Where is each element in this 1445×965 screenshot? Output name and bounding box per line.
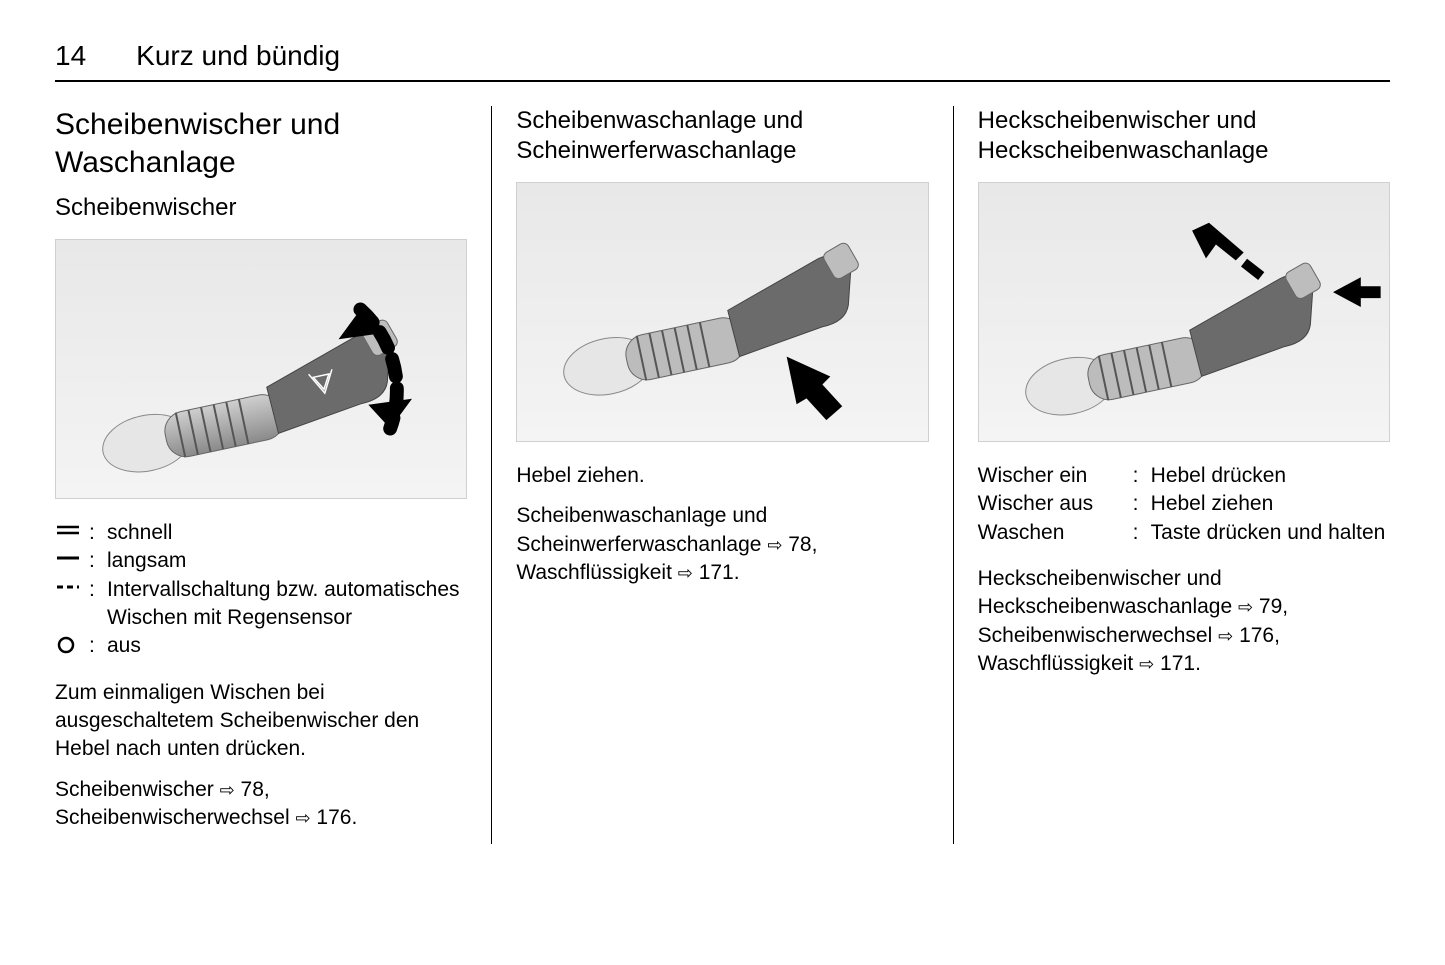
ref-arrow-icon: ⇨ xyxy=(295,806,310,830)
def-desc: Hebel ziehen xyxy=(1151,490,1390,518)
legend-colon: : xyxy=(89,519,107,547)
ref-arrow-icon: ⇨ xyxy=(1218,624,1233,648)
def-row: Wischer aus : Hebel ziehen xyxy=(978,490,1390,518)
page-header: 14 Kurz und bündig xyxy=(55,40,1390,82)
paragraph-refs: Scheibenwaschanlage und Scheinwerferwasc… xyxy=(516,502,928,587)
chapter-title: Kurz und bündig xyxy=(136,40,340,72)
page-ref: 171 xyxy=(1160,652,1195,675)
text: . xyxy=(351,806,357,829)
page-ref: 176 xyxy=(316,806,351,829)
paragraph: Hebel ziehen. xyxy=(516,462,928,490)
legend-row: : aus xyxy=(55,632,467,660)
page-ref: 78 xyxy=(788,533,811,556)
definition-table: Wischer ein : Hebel drücken Wischer aus … xyxy=(978,462,1390,547)
page-number: 14 xyxy=(55,40,86,72)
def-colon: : xyxy=(1133,519,1151,547)
def-colon: : xyxy=(1133,490,1151,518)
lever-illustration-icon xyxy=(56,240,466,498)
paragraph-refs: Heckscheibenwischer und Heckscheibenwasc… xyxy=(978,565,1390,678)
text: . xyxy=(734,561,740,584)
legend-row: : langsam xyxy=(55,547,467,575)
subsection-title: Scheibenwaschanlage und Scheinwerferwasc… xyxy=(516,106,928,166)
figure-rear-wiper-lever xyxy=(978,182,1390,442)
def-colon: : xyxy=(1133,462,1151,490)
def-row: Wischer ein : Hebel drücken xyxy=(978,462,1390,490)
page-ref: 171 xyxy=(699,561,734,584)
text: Heckscheibenwischer und Heckscheibenwasc… xyxy=(978,567,1238,618)
text: . xyxy=(1195,652,1201,675)
page-ref: 176 xyxy=(1239,624,1274,647)
wiper-legend: : schnell : langsam : Intervallschaltung… xyxy=(55,519,467,661)
legend-colon: : xyxy=(89,547,107,575)
ref-arrow-icon: ⇨ xyxy=(767,533,782,557)
legend-colon: : xyxy=(89,632,107,660)
figure-wiper-lever-pull xyxy=(516,182,928,442)
subsection-title: Scheibenwischer xyxy=(55,193,467,223)
ref-arrow-icon: ⇨ xyxy=(678,561,693,585)
legend-colon: : xyxy=(89,576,107,633)
def-term: Wischer ein xyxy=(978,462,1133,490)
column-1: Scheibenwischer und Waschanlage Scheiben… xyxy=(55,106,491,844)
column-2: Scheibenwaschanlage und Scheinwerferwasc… xyxy=(491,106,952,844)
column-3: Heckscheibenwischer und Heckscheibenwasc… xyxy=(953,106,1390,844)
ref-arrow-icon: ⇨ xyxy=(1139,652,1154,676)
legend-text: Intervallschaltung bzw. automatisches Wi… xyxy=(107,576,467,633)
subsection-title: Heckscheibenwischer und Heckscheibenwasc… xyxy=(978,106,1390,166)
text: Scheibenwaschanlage und Scheinwerferwasc… xyxy=(516,504,767,555)
legend-text: aus xyxy=(107,632,467,660)
legend-row: : schnell xyxy=(55,519,467,547)
legend-text: langsam xyxy=(107,547,467,575)
symbol-fast-icon xyxy=(55,519,89,547)
ref-arrow-icon: ⇨ xyxy=(220,778,235,802)
ref-arrow-icon: ⇨ xyxy=(1238,595,1253,619)
def-row: Waschen : Taste drücken und halten xyxy=(978,519,1390,547)
lever-illustration-icon xyxy=(979,183,1389,441)
legend-row: : Intervallschaltung bzw. automatisches … xyxy=(55,576,467,633)
def-desc: Hebel drücken xyxy=(1151,462,1390,490)
symbol-interval-icon xyxy=(55,576,89,633)
paragraph-refs: Scheibenwischer ⇨ 78, Scheibenwischerwec… xyxy=(55,776,467,833)
section-title: Scheibenwischer und Waschanlage xyxy=(55,106,467,181)
page-ref: 79 xyxy=(1259,595,1282,618)
paragraph: Zum einmaligen Wischen bei ausgeschaltet… xyxy=(55,679,467,764)
def-desc: Taste drücken und halten xyxy=(1151,519,1390,547)
def-term: Waschen xyxy=(978,519,1133,547)
content-columns: Scheibenwischer und Waschanlage Scheiben… xyxy=(55,106,1390,844)
figure-wiper-lever-updown xyxy=(55,239,467,499)
text: Scheibenwischer xyxy=(55,778,220,801)
page-ref: 78 xyxy=(241,778,264,801)
def-term: Wischer aus xyxy=(978,490,1133,518)
legend-text: schnell xyxy=(107,519,467,547)
symbol-slow-icon xyxy=(55,547,89,575)
lever-illustration-icon xyxy=(517,183,927,441)
symbol-off-icon xyxy=(55,632,89,660)
